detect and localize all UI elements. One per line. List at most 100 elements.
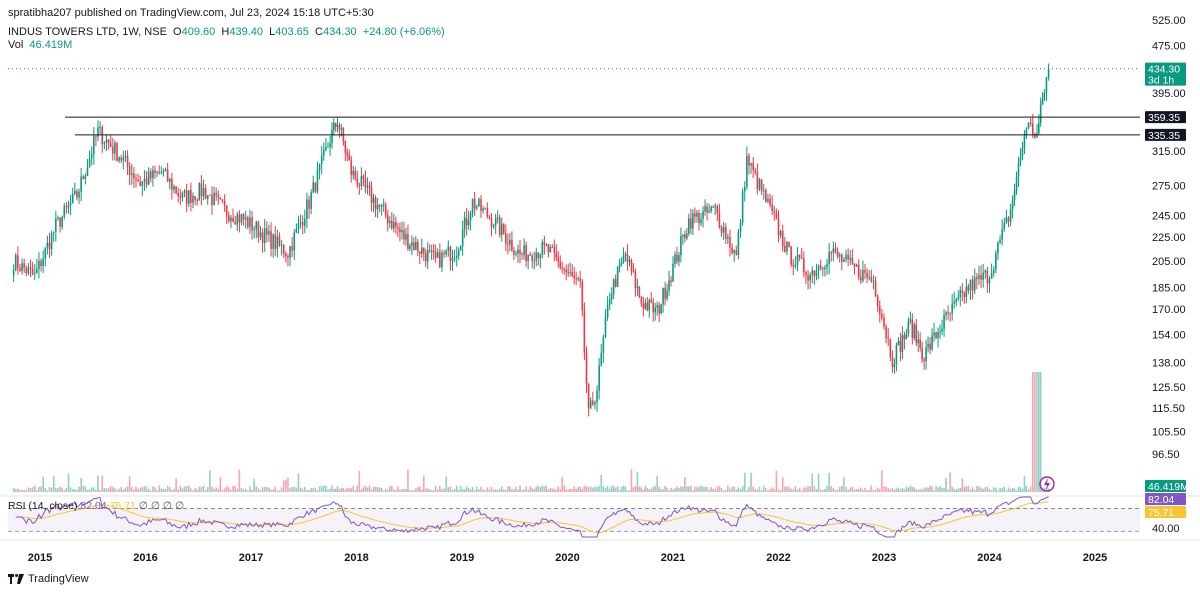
volume-bar (469, 489, 472, 492)
candle-body (845, 254, 847, 260)
candle-body (690, 218, 692, 229)
candle-body (857, 264, 860, 278)
price-tick-label: 125.50 (1152, 382, 1186, 394)
volume-bar (606, 485, 609, 492)
rsi-extras: ∅ ∅ ∅ ∅ (138, 500, 185, 512)
candle-body (1041, 99, 1044, 105)
volume-bar (82, 485, 85, 492)
candle-body (492, 225, 495, 227)
volume-bar (632, 487, 635, 492)
candle-body (99, 127, 101, 129)
candle-body (1039, 104, 1042, 123)
volume-bar (760, 489, 763, 492)
volume-bar (608, 489, 611, 492)
candle-body (976, 277, 978, 280)
volume-bar (95, 489, 97, 492)
volume-bar (401, 489, 403, 492)
volume-bar (931, 486, 933, 492)
volume-bar (496, 490, 499, 492)
volume-bar (694, 486, 696, 492)
volume-bar (866, 490, 868, 492)
volume-bar (432, 490, 435, 492)
candle-body (855, 264, 858, 267)
volume-bar (811, 473, 814, 492)
time-tick-label: 2016 (133, 552, 157, 564)
volume-bar (602, 486, 605, 492)
volume-bar (897, 487, 900, 492)
volume-bar (722, 490, 725, 492)
candle-body (716, 205, 719, 214)
candle-body (529, 254, 531, 256)
volume-bar (48, 487, 51, 492)
volume-bar (784, 486, 786, 492)
candle-body (413, 242, 415, 251)
volume-bar (234, 486, 236, 492)
candle-body (984, 270, 987, 273)
volume-bar (800, 490, 803, 492)
volume-bar (255, 486, 258, 492)
volume-bar (971, 487, 974, 492)
candle-body (800, 257, 803, 259)
volume-bar (19, 489, 21, 492)
candle-body (919, 339, 921, 348)
volume-bar (813, 485, 816, 492)
candle-body (957, 297, 960, 299)
candle-body (608, 299, 611, 305)
candle-body (455, 255, 458, 258)
volume-bar (870, 485, 873, 492)
volume-bar (331, 485, 333, 492)
volume-bar (105, 488, 108, 492)
volume-bar (397, 486, 399, 492)
candle-body (65, 206, 68, 208)
volume-tag-text: 46.419M (1148, 481, 1189, 493)
candle-body (724, 226, 727, 239)
volume-bar (453, 488, 456, 492)
time-tick-label: 2020 (555, 552, 579, 564)
candle-body (973, 277, 976, 291)
candle-body (891, 356, 894, 367)
volume-bar (124, 487, 127, 492)
volume-bar (817, 473, 820, 492)
candle-body (739, 222, 742, 233)
volume-bar (963, 486, 966, 492)
time-tick-label: 2023 (872, 552, 896, 564)
candle-body (664, 287, 666, 299)
time-tick-label: 2022 (766, 552, 790, 564)
volume-bar (107, 488, 110, 492)
candle-body (547, 244, 550, 253)
volume-bar (704, 486, 706, 492)
candle-body (242, 214, 245, 220)
volume-bar (686, 486, 688, 492)
volume-bar (933, 490, 935, 492)
volume-bar (660, 488, 662, 492)
candle-body (963, 292, 966, 297)
candle-body (225, 205, 228, 216)
volume-bar (166, 485, 169, 492)
candle-body (257, 221, 260, 238)
candle-body (767, 198, 769, 202)
volume-bar (289, 488, 291, 492)
volume-bar (340, 487, 343, 492)
candle-body (594, 402, 596, 405)
symbol-legend: INDUS TOWERS LTD, 1W, NSE O409.60 H439.4… (8, 26, 445, 38)
volume-bar (465, 486, 468, 492)
candle-body (853, 263, 856, 267)
candle-body (752, 163, 754, 171)
volume-bar (268, 487, 270, 492)
volume-bar (348, 488, 351, 492)
volume-bar (773, 488, 776, 492)
volume-bar (263, 486, 266, 492)
candle-body (915, 324, 918, 343)
volume-bar (521, 489, 523, 492)
volume-bar (519, 485, 521, 492)
candle-body (368, 185, 371, 188)
candle-body (441, 252, 443, 268)
volume-bar (382, 490, 385, 492)
candle-body (654, 307, 656, 313)
volume-bar (253, 478, 255, 492)
candle-body (598, 365, 600, 391)
volume-bar (164, 489, 167, 492)
candle-body (1011, 200, 1014, 210)
